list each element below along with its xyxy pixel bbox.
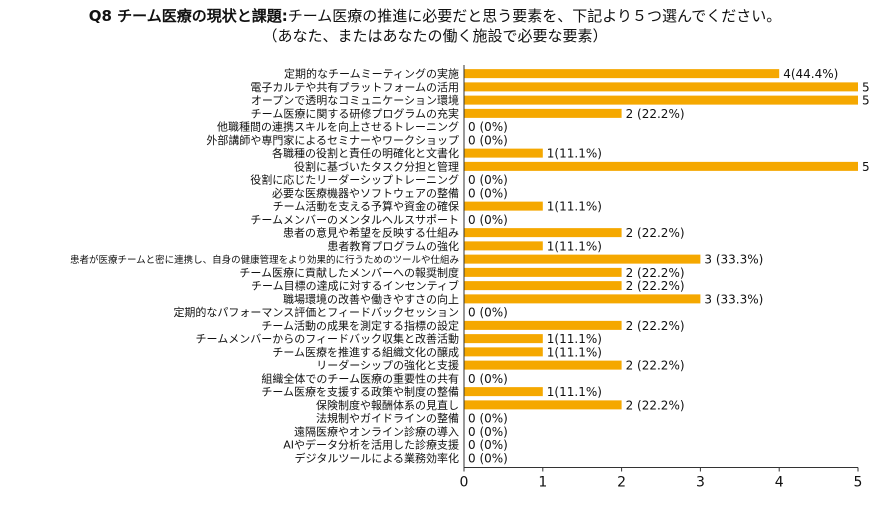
data-label: 0 (0%) [468, 133, 508, 147]
data-label: 5(55.6%) [862, 94, 870, 108]
data-label: 2 (22.2%) [626, 359, 685, 373]
data-label: 0 (0%) [468, 306, 508, 320]
category-label: 患者教育プログラムの強化 [327, 239, 459, 253]
data-label: 4(44.4%) [783, 67, 838, 81]
axes: 0 1 2 3 4 5 [460, 65, 863, 491]
category-label: AIやデータ分析を活用した診療支援 [283, 438, 459, 452]
data-label: 2 (22.2%) [626, 266, 685, 280]
data-label: 5(55.6%) [862, 80, 870, 94]
bar [464, 254, 701, 264]
bar [464, 400, 622, 410]
bars [464, 69, 858, 410]
data-label: 2 (22.2%) [626, 319, 685, 333]
data-label: 0 (0%) [468, 451, 508, 465]
category-label: 定期的なチームミーティングの実施 [284, 67, 459, 81]
category-label: 電子カルテや共有プラットフォームの活用 [250, 80, 459, 94]
bar [464, 360, 622, 370]
category-label: オープンで透明なコミュニケーション環境 [251, 93, 459, 107]
category-label: 遠隔医療やオンライン診療の導入 [294, 424, 459, 438]
category-label: チームメンバーからのフィードバック収集と改善活動 [196, 332, 459, 346]
category-label: 各職種の役割と責任の明確化と文書化 [272, 146, 459, 160]
chart-title-normal: チーム医療の推進に必要だと思う要素を、下記より５つ選んでください。 [287, 7, 782, 25]
category-label: チーム医療を推進する組織文化の醸成 [272, 345, 459, 359]
data-label: 1(11.1%) [547, 147, 602, 161]
bar [464, 148, 543, 158]
category-label: 保険制度や報酬体系の見直し [316, 398, 459, 412]
bar [464, 95, 858, 105]
bar [464, 108, 622, 118]
bar [464, 334, 543, 344]
chart-title-block: Q8 チーム医療の現状と課題:チーム医療の推進に必要だと思う要素を、下記より５つ… [0, 6, 870, 48]
category-label: 定期的なパフォーマンス評価とフィードバックセッション [173, 305, 459, 319]
data-label: 2 (22.2%) [626, 107, 685, 121]
category-label: チーム医療を支援する政策や制度の整備 [261, 385, 459, 399]
category-label: チーム目標の達成に対するインセンティブ [251, 279, 459, 293]
value-labels: 4(44.4%)5(55.6%)5(55.6%)2 (22.2%)0 (0%)0… [468, 67, 870, 465]
bar [464, 228, 622, 238]
category-label: 他職種間の連携スキルを向上させるトレーニング [217, 120, 459, 134]
x-tick-label: 3 [696, 475, 705, 491]
data-label: 1(11.1%) [547, 239, 602, 253]
data-label: 1(11.1%) [547, 332, 602, 346]
bar [464, 347, 543, 357]
category-label: 法規制やガイドラインの整備 [316, 411, 459, 425]
category-label: 患者が医療チームと密に連携し、自身の健康管理をより効果的に行うためのツールや仕組… [70, 254, 459, 266]
category-label: 患者の意見や希望を反映する仕組み [283, 226, 459, 240]
bar [464, 82, 858, 92]
category-label: 職場環境の改善や働きやすさの向上 [283, 292, 459, 306]
data-label: 2 (22.2%) [626, 226, 685, 240]
data-label: 1(11.1%) [547, 345, 602, 359]
data-label: 1(11.1%) [547, 385, 602, 399]
data-label: 2 (22.2%) [626, 398, 685, 412]
category-label: チーム医療に関する研修プログラムの充実 [251, 106, 459, 120]
x-tick-label: 4 [775, 475, 784, 491]
category-label: 役割に応じたリーダーシップトレーニング [250, 173, 459, 187]
data-label: 2 (22.2%) [626, 279, 685, 293]
bar [464, 241, 543, 251]
bar [464, 69, 780, 79]
bar [464, 201, 543, 211]
chart-title: Q8 チーム医療の現状と課題:チーム医療の推進に必要だと思う要素を、下記より５つ… [0, 6, 870, 26]
data-label: 0 (0%) [468, 213, 508, 227]
bar [464, 281, 622, 291]
x-tick-label: 1 [538, 475, 547, 491]
category-label: デジタルツールによる業務効率化 [295, 451, 459, 465]
category-label: チーム医療に貢献したメンバーへの報奨制度 [239, 265, 459, 279]
data-label: 3 (33.3%) [704, 292, 763, 306]
data-label: 0 (0%) [468, 186, 508, 200]
data-label: 5(55.6%) [862, 160, 870, 174]
category-label: 必要な医療機器やソフトウェアの整備 [272, 186, 459, 200]
data-label: 0 (0%) [468, 412, 508, 426]
chart-subtitle: （あなた、またはあなたの働く施設で必要な要素） [262, 27, 608, 45]
category-label: チームメンバーのメンタルヘルスサポート [250, 213, 459, 226]
data-label: 0 (0%) [468, 372, 508, 386]
data-label: 0 (0%) [468, 173, 508, 187]
category-label: チーム活動を支える予算や資金の確保 [273, 199, 459, 213]
category-label: リーダーシップの強化と支援 [316, 358, 459, 372]
data-label: 0 (0%) [468, 438, 508, 452]
bar [464, 294, 701, 304]
x-tick-label: 0 [460, 475, 469, 491]
bar [464, 267, 622, 277]
x-tick-label: 2 [617, 475, 626, 491]
category-label: 外部講師や専門家によるセミナーやワークショップ [206, 133, 459, 147]
chart-title-bold: Q8 チーム医療の現状と課題: [88, 7, 288, 25]
bar [464, 387, 543, 397]
bar [464, 320, 622, 330]
data-label: 1(11.1%) [547, 200, 602, 214]
category-label: チーム活動の成果を測定する指標の設定 [261, 318, 459, 332]
data-label: 0 (0%) [468, 120, 508, 134]
category-label: 組織全体でのチーム医療の重要性の共有 [261, 371, 459, 385]
category-label: 役割に基づいたタスク分担と管理 [294, 159, 459, 173]
data-label: 0 (0%) [468, 425, 508, 439]
category-labels: 定期的なチームミーティングの実施電子カルテや共有プラットフォームの活用オープンで… [70, 67, 459, 465]
x-tick-label: 5 [854, 475, 863, 491]
data-label: 3 (33.3%) [704, 253, 763, 267]
bar [464, 161, 858, 171]
